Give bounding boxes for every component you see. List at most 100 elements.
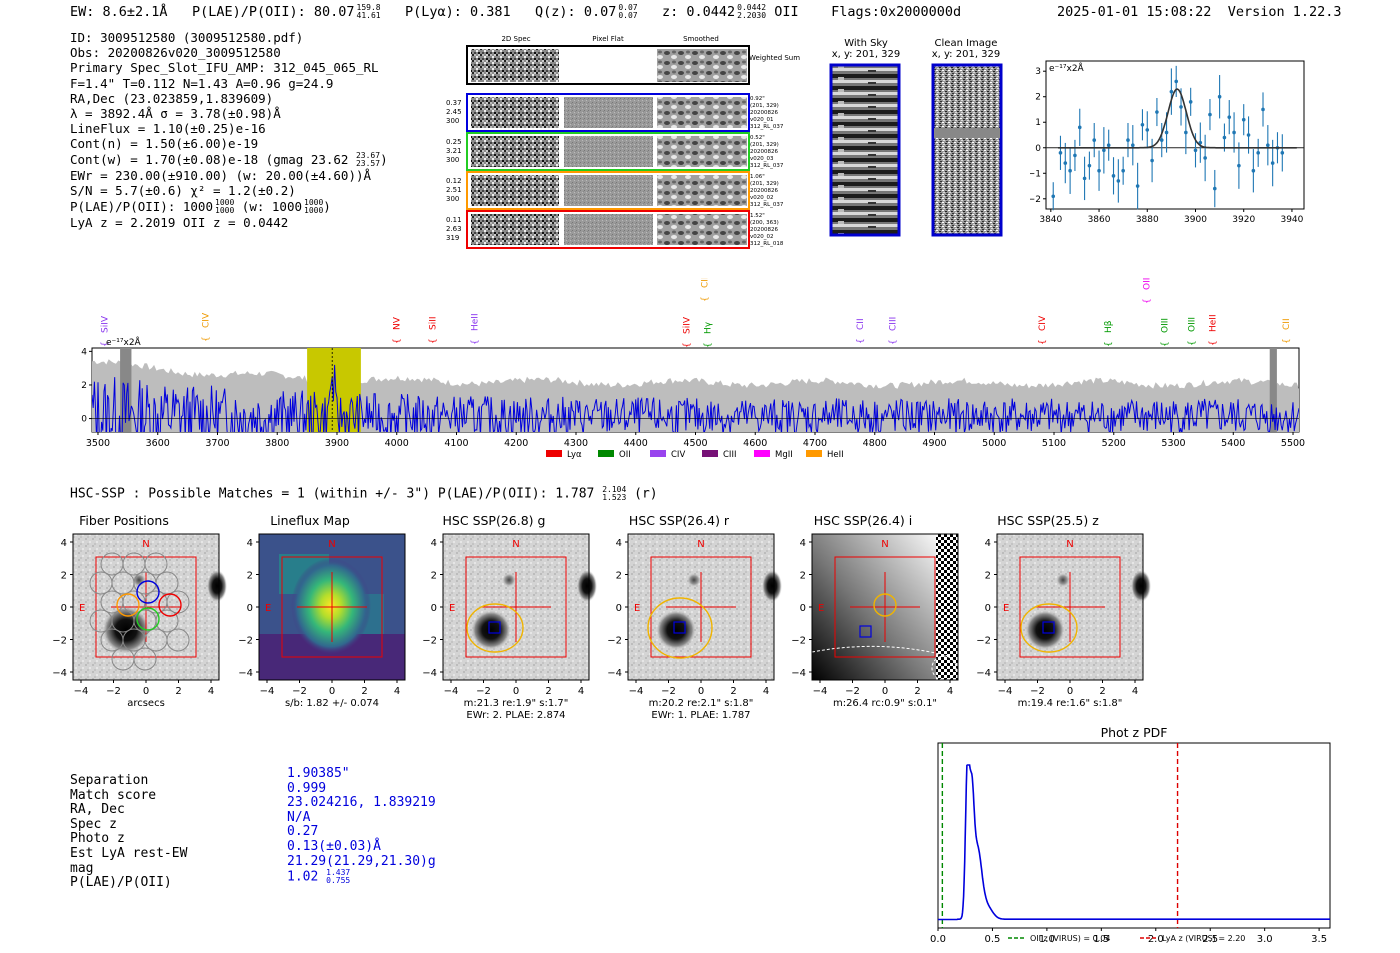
line-fit-xtick-label: 3920 [1232,215,1255,225]
spectrum-ytick-label: 0 [81,415,87,425]
hsc-ytick-label: 4 [985,538,991,549]
hsc-ytick-label: −4 [976,668,991,679]
spectrum-xtick-label: 3500 [86,438,110,449]
line-fit-point [1051,194,1056,199]
photz-axes [937,742,1331,929]
photz-xtick-label: 0.5 [984,934,1000,945]
line-fit-ytick-label: 0 [1035,144,1041,154]
cutout-row-right-value: 1.06" [750,174,765,180]
hsc-xtick-label: 2 [730,686,736,697]
line-fit-point [1159,138,1164,142]
hsc-xtick-label: −2 [292,686,307,697]
spectral-line-bracket: { [1104,341,1114,347]
line-fit-point [1102,148,1106,153]
header-bar: EW: 8.6±2.1Å P(LAE)/P(OII): 80.07 159.8 41… [70,4,961,21]
line-fit-point [1135,184,1140,188]
spectrum-xtick-label: 4900 [922,438,946,449]
hsc-title: HSC-SSP : Possible Matches = 1 (within +… [70,485,658,502]
galaxy-blob [656,610,696,650]
line-fit-point [1077,125,1082,130]
hsc-panel-title: HSC SSP(26.4) r [629,513,730,528]
line-fit-point [1270,161,1275,165]
hsc-xtick-label: 4 [947,686,953,697]
cutout-row-left-value: 0.25 [446,138,462,146]
spectral-line-bracket: { [683,342,693,348]
hsc-ytick-label: −2 [52,636,67,647]
spectral-line-label: CIII [889,317,899,331]
line-fit-point [1208,112,1212,117]
match-values: 1.90385" 0.999 23.024216, 1.839219 N/A 0… [287,766,436,885]
hsc-xtick-label: 4 [208,686,214,697]
spectrum-xtick-label: 3600 [146,438,170,449]
cutout-row-right-value: (201, 329) [750,103,779,109]
info-contw: Cont(w) = 1.70(±0.08)e-18 (gmag 23.62 23… [70,151,388,169]
hsc-ytick-label: 2 [247,571,253,582]
line-fit-point [1179,105,1183,109]
cutout-row-right-value: 20200826 [750,227,778,233]
hsc-xtick-label: 2 [914,686,920,697]
spectrum-ytick-label: 4 [81,347,87,357]
line-fit-point [1241,117,1246,122]
fiber-circle [166,628,190,652]
spectral-line-bracket: { [1038,339,1048,345]
info-block: ID: 3009512580 (3009512580.pdf) Obs: 202… [70,30,388,230]
spectrum-legend-swatch [702,450,718,457]
hsc-ytick-label: −4 [52,668,67,679]
cutout-row-2dspec [471,175,559,206]
hsc-search-box [1019,556,1121,658]
photz-xtick-label: 1.0 [1039,934,1055,945]
cutout-row-smoothed [657,97,747,128]
hsc-panel-title: Fiber Positions [79,513,169,528]
cutout-row-right-value: 0.92" [750,96,765,102]
cutout-header-smoothed: Smoothed [683,35,719,43]
line-fit-point [1217,94,1222,99]
hsc-xtick-label: 0 [1067,686,1073,697]
hsc-ytick-label: 2 [431,571,437,582]
line-fit-xtick-label: 3880 [1136,215,1159,225]
hsc-ytick-label: −4 [791,668,806,679]
line-fit-point [1222,135,1227,140]
info-radec: RA,Dec (23.023859,1.839609) [70,90,274,106]
spectral-line-label: CIV [1038,315,1048,331]
cutout-row-left-value: 0.37 [446,99,462,107]
header-version: Version 1.22.3 [1227,4,1342,20]
match-label-separation: Separation [70,773,149,788]
clean-image [931,63,1003,237]
hsc-panels: Fiber Positions N E 4 2 0 −2 −4 −4 −2 0 2 4 arcsecs Li… [52,513,1151,721]
hsc-xtick-label: −4 [260,686,275,697]
hsc-panel: HSC SSP(26.4) i N E 4 2 0 −2 −4 −4 −2 0 2 4 m:26.4 rc… [791,513,959,709]
hsc-panel-caption: m:19.4 re:1.6" s:1.8" [1018,698,1123,709]
spectrum-legend-label: CIV [671,450,685,460]
header-right: 2025-01-01 15:08:22 Version 1.22.3 [1057,4,1342,20]
spectral-line-label: NV [393,316,403,330]
hsc-panel-caption: m:20.2 re:2.1" s:1.8" [649,698,754,709]
cutout-row-pixelflat [564,175,653,206]
header-ew: EW: 8.6±2.1Å [70,4,168,20]
line-fit-point [1237,163,1241,168]
galaxy-blob [471,610,511,650]
hsc-ytick-label: 4 [247,538,253,549]
hsc-ytick-label: 0 [431,603,437,614]
spectral-line-bracket: { [1161,341,1171,347]
info-obs: Obs: 20200826v020_3009512580 [70,45,281,61]
spectral-line-label: SiIV [683,316,693,334]
cutout-row-right-value: 312_RL_037 [750,202,784,208]
spectrum-xtick-label: 5500 [1281,438,1305,449]
spectral-line-label: CII [856,318,866,330]
line-fit-point [1251,168,1256,173]
fiber-circle-red [158,593,182,617]
line-fit-point [1155,110,1159,114]
spectral-line-label: SiIV [101,315,111,333]
line-fit-point [1261,107,1265,112]
hsc-ytick-label: 4 [800,538,806,549]
spectral-line-bracket: { [470,339,480,345]
line-fit-point [1184,130,1188,135]
hsc-ytick-label: 0 [247,603,253,614]
spectrum-xtick-label: 4600 [743,438,767,449]
cutout-row-left-value: 300 [446,195,459,203]
galaxy-faint [1056,573,1070,587]
cutout-row-pixelflat [564,214,653,245]
spectrum-xtick-label: 5200 [1102,438,1126,449]
cutout-row-right-value: 312_RL_037 [750,124,784,130]
photz-legend-oii: OII z (VIRUS) = 0.04 [1030,934,1110,943]
